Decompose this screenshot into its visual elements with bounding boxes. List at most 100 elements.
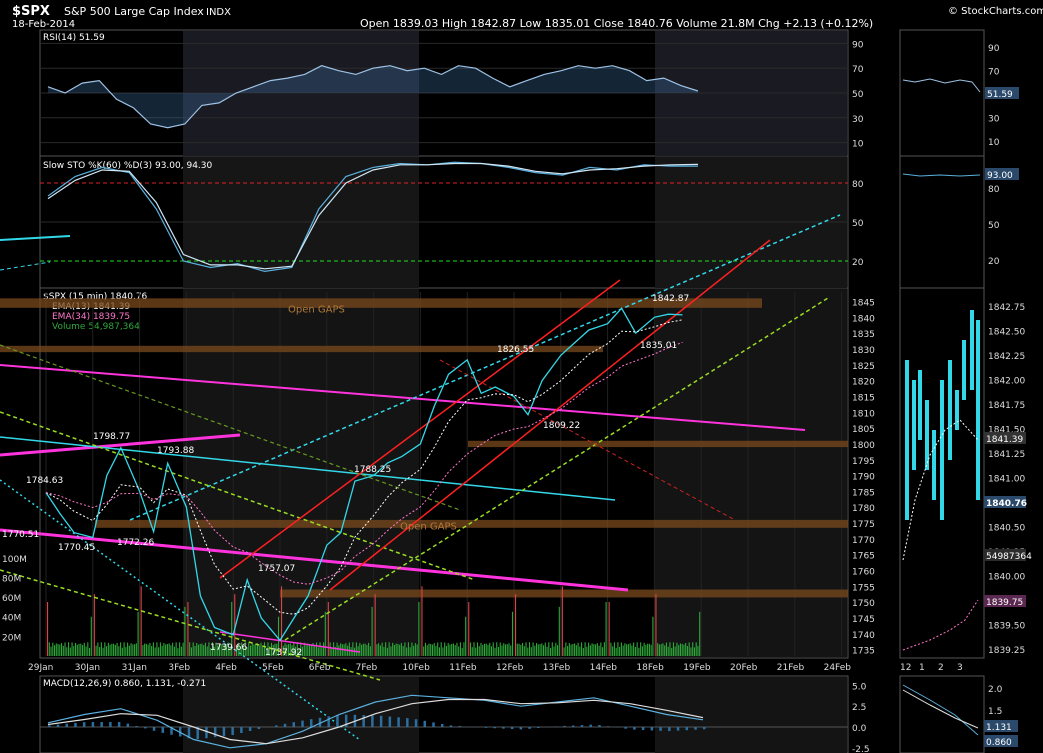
volume-bar [527,647,529,656]
volume-bar [111,643,113,656]
volume-bar [591,643,593,656]
volume-bar [48,642,50,656]
volume-bar [118,646,120,656]
volume-bar [89,647,91,656]
volume-tick: 20M [2,633,21,643]
volume-bar [298,648,300,656]
macd-histogram-bar [641,727,645,731]
volume-bar [309,643,311,656]
price-annotation: 1798.77 [93,432,130,442]
volume-bar [561,586,563,656]
volume-bar [475,647,477,656]
volume-bar [197,644,199,656]
volume-bar [352,642,354,656]
macd-histogram-bar [135,726,138,727]
volume-bar [329,642,331,656]
trendlines [0,214,841,741]
volume-bar [364,643,366,656]
volume-bar [211,642,213,656]
volume-bar [640,642,642,656]
volume-bar [431,644,433,656]
macd-histogram-bar [327,716,330,727]
price-tick: 1820 [852,378,875,388]
macd-histogram-bar [196,727,199,740]
price-zoom-candle [925,400,929,470]
volume-bar [239,646,241,656]
volume-bar [253,644,255,656]
macd-histogram-bar [91,722,95,727]
volume-bar [274,643,276,656]
series-layer [45,65,706,749]
price-tick: 1765 [852,552,875,562]
volume-bar [546,646,548,656]
macd-histogram-bar [318,717,322,727]
volume-bar [85,646,87,656]
price-annotation: 1826.55 [497,345,534,355]
macd-histogram-bar [379,715,383,727]
macd-tick: 0.0 [852,724,867,734]
volume-bar [371,606,373,656]
macd-histogram-bar [310,719,313,727]
volume-bar [402,646,404,656]
volume-bar [553,646,555,656]
volume-bar [242,647,245,656]
volume-bar [543,645,545,656]
volume-bar [54,645,56,656]
volume-bar [421,586,423,656]
gap-label: Open GAPS [288,305,345,316]
price-tick: 1740 [852,631,875,641]
date-tick: 24Feb [824,663,852,673]
volume-bar [362,643,364,656]
macd-histogram-bar [170,727,173,735]
volume-bar [272,645,274,656]
volume-bar [109,644,111,656]
volume-bar [577,642,579,656]
volume-bar [256,643,259,656]
macd-tick: 5.0 [852,682,867,692]
volume-bar [246,647,248,656]
volume-bar [210,647,212,656]
volume-bar [503,643,505,656]
volume-bar [496,642,498,656]
volume-bar [300,642,302,656]
trendline [0,479,361,741]
price-zoom-tick: 1839.50 [988,622,1025,632]
volume-bar [508,643,510,656]
macd-histogram-bar [668,727,671,732]
volume-bar [374,594,376,656]
price-annotation: 1737.92 [265,648,302,658]
volume-bar [681,643,683,656]
volume-bar [438,647,440,656]
volume-bar [158,647,160,656]
gap-label: Open GAPS [400,521,457,532]
macd-zoom-tick: 2.0 [988,685,1003,695]
ema13-zoom-line [902,419,979,561]
volume-bar [465,616,467,656]
price-zoom-tick: 1842.50 [988,328,1025,338]
volume-bar [75,642,77,656]
volume-bar [652,616,654,656]
trendline [129,214,841,521]
macd-histogram-bar [362,715,365,727]
volume-bar [159,642,161,656]
volume-bar [323,642,325,656]
volume-bar [584,642,586,656]
volume-bar [334,646,336,656]
volume-bar [629,643,631,656]
volume-bar [596,643,598,656]
volume-bar [269,646,271,656]
volume-bar [310,644,312,656]
macd-histogram-bar [109,722,112,727]
price-zoom-tag-text: 54987364 [986,552,1032,562]
volume-bar [665,642,667,656]
volume-bar [529,642,531,656]
volume-bar [93,594,95,656]
volume-bar [386,647,388,656]
volume-bar [284,643,286,656]
macd-histogram-bar [231,727,234,735]
volume-bar [393,644,395,656]
volume-bar [487,644,489,656]
macd-histogram-bar [633,727,636,730]
volume-bar [258,645,260,656]
price-tick: 1810 [852,409,875,419]
